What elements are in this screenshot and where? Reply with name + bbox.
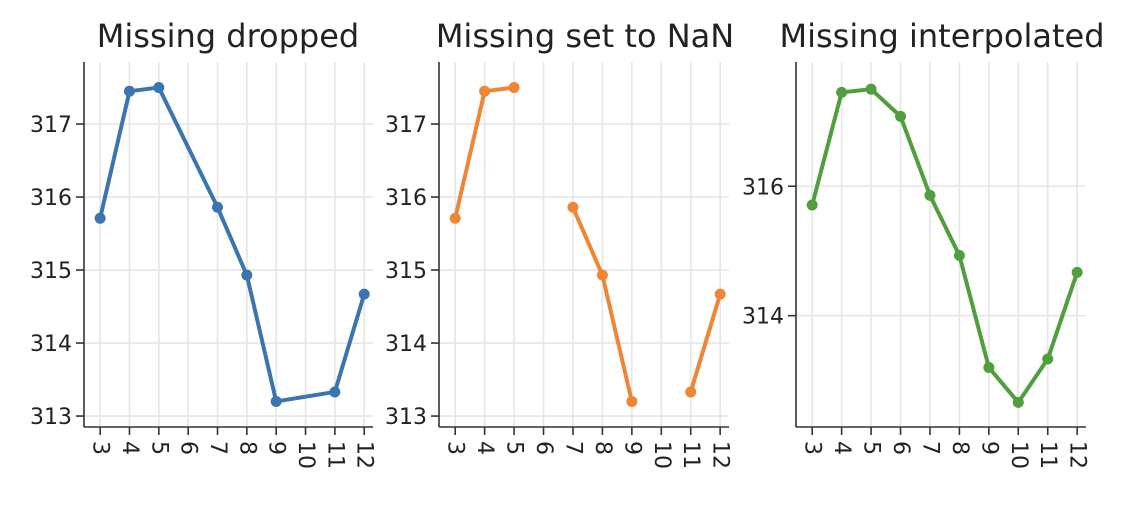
data-point (836, 86, 848, 98)
x-tick-label: 3 (88, 441, 113, 455)
data-point (983, 361, 995, 373)
x-tick-label: 4 (117, 441, 142, 455)
data-point (953, 250, 965, 262)
data-point (567, 201, 579, 213)
data-point (329, 386, 341, 398)
subplot-title: Missing dropped (97, 17, 359, 55)
data-point (806, 199, 818, 211)
subplot-missing-set-to-nan: Missing set to NaN 313 314 315 316 317 3 4 5 6 7 8… (385, 17, 734, 469)
x-tick-label: 8 (947, 441, 972, 455)
data-point (211, 201, 223, 213)
series-line (810, 87, 1080, 405)
y-tick-label: 314 (30, 332, 72, 357)
data-point (241, 269, 253, 281)
subplot-missing-dropped: Missing dropped 313 314 315 316 317 3 4 5 6 7 8 9 10… (30, 17, 377, 469)
gridlines (84, 62, 373, 427)
subplot-title: Missing interpolated (780, 17, 1105, 55)
y-tick-label: 313 (385, 405, 427, 430)
x-tick-label: 4 (829, 441, 854, 455)
x-tick-label: 12 (352, 441, 377, 469)
series-line (98, 85, 367, 404)
x-tick-label: 4 (472, 441, 497, 455)
y-tick-label: 317 (30, 113, 72, 138)
x-tick-label: 9 (264, 441, 289, 455)
data-point (1012, 396, 1024, 408)
data-point (1042, 353, 1054, 365)
x-tick-label: 7 (917, 441, 942, 455)
data-point (685, 386, 697, 398)
y-tick-label: 316 (742, 175, 784, 200)
x-tick-label: 11 (1035, 441, 1060, 469)
data-point (449, 212, 461, 224)
x-tick-label: 9 (976, 441, 1001, 455)
gridlines (439, 62, 729, 427)
data-point (270, 395, 282, 407)
data-point (123, 85, 135, 97)
data-point (1071, 266, 1083, 278)
gridlines (796, 62, 1086, 427)
data-point (895, 110, 907, 122)
subplot-missing-interpolated: Missing interpolated 314 316 3 4 5 6 7 8 9 10 11 12 (742, 17, 1105, 469)
y-tick-label: 317 (385, 113, 427, 138)
x-tick-label: 10 (1006, 441, 1031, 469)
x-tick-label: 11 (322, 441, 347, 469)
y-tick-label: 315 (385, 259, 427, 284)
data-point (924, 189, 936, 201)
y-tick-label: 314 (385, 332, 427, 357)
data-point (153, 82, 165, 94)
data-point (865, 83, 877, 95)
data-point (626, 395, 638, 407)
x-tick-label: 3 (800, 441, 825, 455)
data-point (596, 269, 608, 281)
x-tick-label: 8 (590, 441, 615, 455)
x-tick-label: 9 (619, 441, 644, 455)
y-tick-label: 315 (30, 259, 72, 284)
data-point (94, 212, 106, 224)
x-tick-label: 3 (443, 441, 468, 455)
x-tick-label: 10 (649, 441, 674, 469)
y-tick-label: 314 (742, 305, 784, 330)
x-tick-label: 5 (859, 441, 884, 455)
x-tick-label: 10 (293, 441, 318, 469)
x-tick-label: 12 (1065, 441, 1090, 469)
data-point (508, 82, 520, 94)
x-tick-label: 7 (560, 441, 585, 455)
data-point (479, 85, 491, 97)
x-tick-label: 6 (531, 441, 556, 455)
x-tick-label: 7 (205, 441, 230, 455)
x-tick-label: 5 (502, 441, 527, 455)
data-point (358, 288, 370, 300)
x-tick-label: 8 (234, 441, 259, 455)
series-line (453, 85, 723, 404)
subplot-title: Missing set to NaN (436, 17, 734, 55)
y-tick-label: 316 (385, 186, 427, 211)
y-tick-label: 316 (30, 186, 72, 211)
x-tick-label: 12 (708, 441, 733, 469)
y-tick-label: 313 (30, 405, 72, 430)
x-tick-label: 6 (888, 441, 913, 455)
x-tick-label: 6 (176, 441, 201, 455)
x-tick-label: 11 (678, 441, 703, 469)
x-tick-label: 5 (146, 441, 171, 455)
data-point (714, 288, 726, 300)
